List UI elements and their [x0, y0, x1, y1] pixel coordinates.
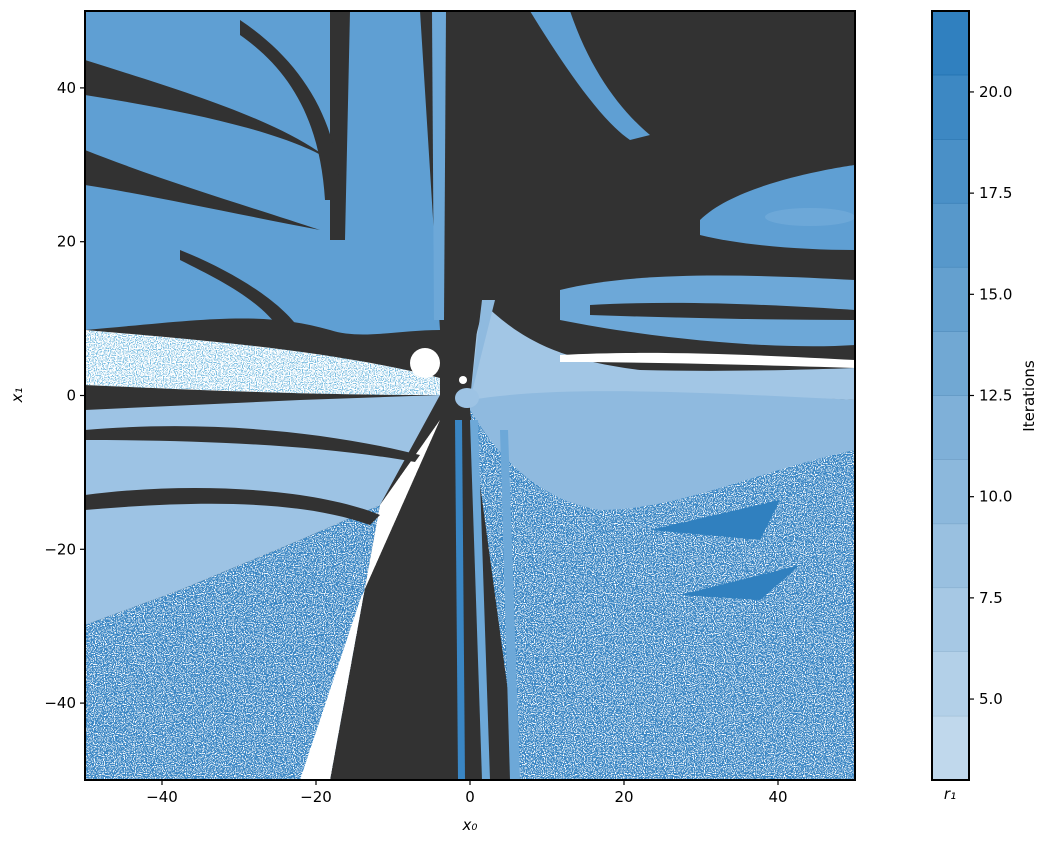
colorbar-level [931, 523, 970, 589]
y-axis-label: x₁ [8, 388, 26, 404]
colorbar-levels [931, 10, 970, 781]
colorbar-tick-label: 12.5 [979, 387, 1012, 405]
colorbar-level [931, 74, 970, 140]
fractal-image [85, 11, 855, 780]
colorbar-level [931, 587, 970, 652]
colorbar-level [931, 459, 970, 525]
y-tick-label: −20 [44, 540, 76, 558]
x-axis-ticks: −40 −20 0 20 40 [146, 780, 788, 806]
x-tick-label: −40 [146, 788, 178, 806]
colorbar-tick-label: 5.0 [979, 690, 1003, 708]
x-tick-label: 20 [614, 788, 633, 806]
colorbar-level [931, 331, 970, 396]
colorbar-level [931, 651, 970, 717]
x-tick-label: 0 [465, 788, 475, 806]
colorbar-level [931, 202, 970, 268]
colorbar-tick-label: 15.0 [979, 285, 1012, 303]
colorbar-level [931, 266, 970, 332]
colorbar-level [931, 10, 970, 76]
x-axis-label: x₀ [462, 816, 478, 834]
y-tick-label: −40 [44, 694, 76, 712]
colorbar-tick-label: 7.5 [979, 589, 1003, 607]
colorbar-level [931, 139, 970, 204]
colorbar-level [931, 715, 970, 781]
colorbar-tick-label: 20.0 [979, 83, 1012, 101]
y-axis-ticks: −40 −20 0 20 40 [44, 79, 85, 712]
y-tick-label: 20 [57, 233, 76, 251]
x-tick-label: 40 [768, 788, 787, 806]
colorbar-ticks: 5.0 7.5 10.0 12.5 15.0 17.5 20.0 [969, 83, 1012, 708]
y-tick-label: 40 [57, 79, 76, 97]
colorbar-label: Iterations [1020, 360, 1038, 432]
colorbar-tick-label: 17.5 [979, 184, 1012, 202]
y-tick-label: 0 [66, 387, 76, 405]
colorbar-xlabel: r₁ [944, 785, 956, 803]
colorbar-level [931, 395, 970, 460]
x-tick-label: −20 [300, 788, 332, 806]
colorbar-tick-label: 10.0 [979, 488, 1012, 506]
